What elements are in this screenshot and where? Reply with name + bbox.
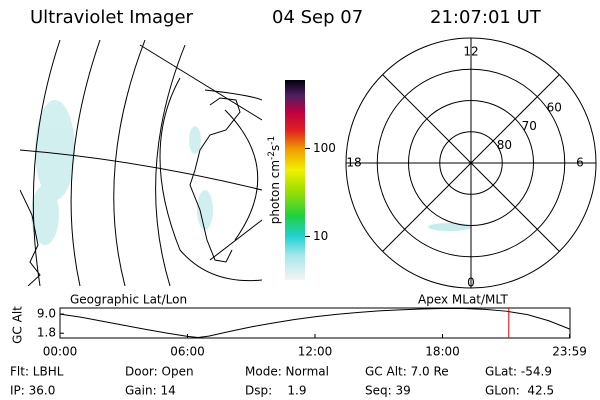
unit-sup: -1 bbox=[267, 136, 277, 145]
unit-sup: -2 bbox=[267, 151, 277, 160]
polar-spoke bbox=[470, 162, 560, 252]
unit: photon cm bbox=[268, 160, 282, 224]
colorbar bbox=[285, 80, 305, 280]
status-field: Flt: LBHL bbox=[10, 365, 64, 379]
date: 04 Sep 07 bbox=[272, 7, 363, 28]
mlt-label: 18 bbox=[346, 156, 361, 170]
mlt-label: 0 bbox=[467, 276, 475, 290]
status-field: Seq: 39 bbox=[365, 384, 411, 398]
status-field: GC Alt: 7.0 Re bbox=[365, 365, 449, 379]
altitude-chart: 9.0 1.8 00:00 06:00 12:00 18:00 23:59 bbox=[37, 307, 587, 359]
colorbar-ticks: 10 100 bbox=[305, 141, 336, 243]
chart-subtitle: Geographic Lat/Lon bbox=[70, 293, 187, 307]
chart-subtitle: Apex MLat/MLT bbox=[418, 293, 508, 307]
polar-ring-label: 60 bbox=[547, 100, 562, 114]
geo-map bbox=[20, 40, 262, 286]
status-field: IP: 36.0 bbox=[10, 384, 55, 398]
status-footer: Flt: LBHL Door: Open Mode: Normal GC Alt: 7… bbox=[10, 365, 554, 398]
unit: s bbox=[268, 145, 282, 151]
mlt-label: 6 bbox=[576, 156, 584, 170]
x-tick-label: 06:00 bbox=[170, 345, 205, 359]
x-tick-label: 12:00 bbox=[298, 345, 333, 359]
polar-spoke bbox=[382, 74, 472, 164]
mlt-label: 12 bbox=[463, 45, 478, 59]
status-field: Dsp: 1.9 bbox=[245, 384, 307, 398]
status-field: Gain: 14 bbox=[125, 384, 176, 398]
polar-ring-label: 70 bbox=[522, 119, 537, 133]
polar-spoke bbox=[470, 74, 560, 164]
colorbar-tick-label: 100 bbox=[313, 141, 336, 155]
y-tick-label: 9.0 bbox=[37, 307, 56, 321]
status-field: GLon: 42.5 bbox=[485, 384, 554, 398]
altitude-line bbox=[59, 308, 570, 338]
y-axis-label: GC Alt bbox=[11, 306, 25, 344]
x-tick-label: 23:59 bbox=[552, 345, 587, 359]
colorbar-label: photon cm-2s-1 bbox=[267, 136, 282, 225]
plot-frame bbox=[59, 307, 571, 339]
title: Ultraviolet Imager bbox=[30, 7, 194, 28]
x-tick-label: 00:00 bbox=[43, 345, 78, 359]
x-tick-label: 18:00 bbox=[425, 345, 460, 359]
status-field: GLat: -54.9 bbox=[485, 365, 552, 379]
status-field: Mode: Normal bbox=[245, 365, 329, 379]
status-field: Door: Open bbox=[125, 365, 194, 379]
colorbar-tick-label: 10 bbox=[313, 229, 328, 243]
time: 21:07:01 UT bbox=[430, 7, 542, 28]
polar-spoke bbox=[382, 162, 472, 252]
y-tick-label: 1.8 bbox=[37, 326, 56, 340]
polar-ring-label: 80 bbox=[497, 138, 512, 152]
